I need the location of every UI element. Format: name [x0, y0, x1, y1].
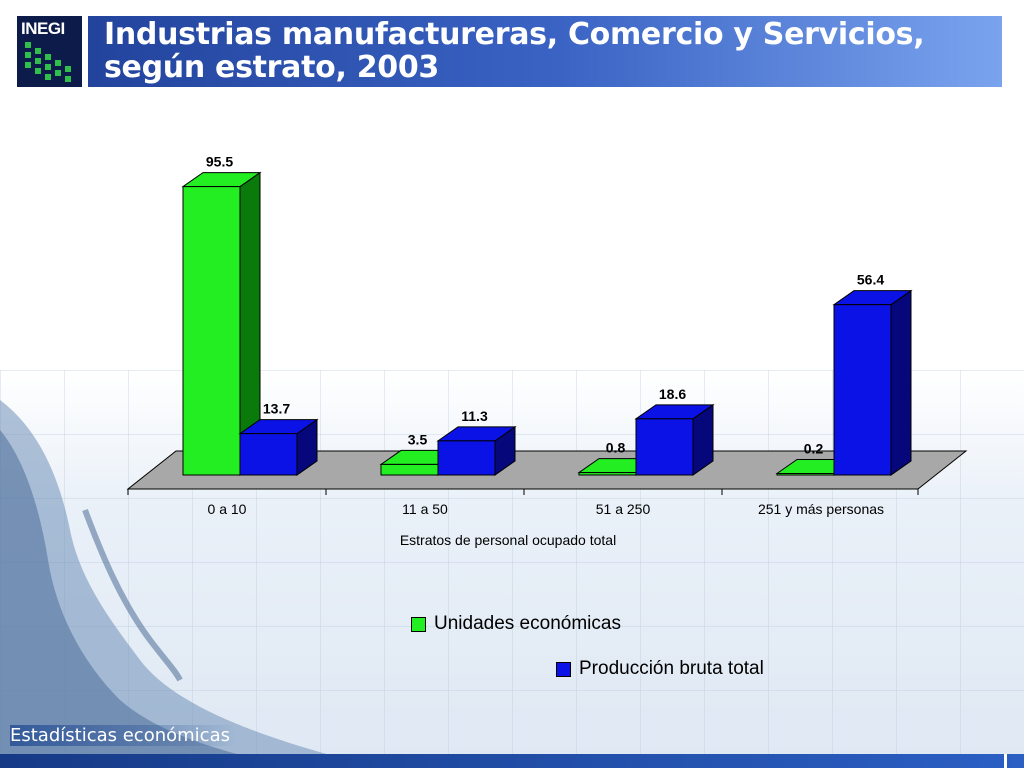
bar-blue-0-front [239, 433, 298, 476]
bar-green-3-front [776, 473, 835, 476]
bar-blue-0 [238, 418, 319, 476]
bar-blue-2 [634, 403, 715, 476]
data-label-green: 0.8 [606, 440, 626, 456]
data-label-green: 95.5 [206, 154, 233, 170]
x-tick-label: 251 y más personas [758, 501, 884, 517]
x-axis-title: Estratos de personal ocupado total [400, 532, 616, 548]
bar-chart: 95.5 13.7 0 a 10 3.5 11.3 11 a 50 0.8 18.6 51 a … [126, 154, 968, 548]
bar-blue-3-front [833, 304, 892, 476]
data-label-blue: 18.6 [659, 386, 686, 402]
inegi-logo: INEGI [17, 16, 88, 87]
bar-blue-1-front [437, 440, 496, 476]
data-label-green: 3.5 [408, 431, 428, 447]
bar-green-0 [181, 171, 262, 476]
background-coastline [0, 400, 420, 768]
legend-label-green: Unidades económicas [434, 613, 621, 634]
bar-green-1-front [380, 463, 439, 476]
data-label-blue: 13.7 [263, 401, 290, 417]
bar-green-0-front [182, 186, 241, 476]
footer-tick [1004, 754, 1007, 768]
x-tick-label: 0 a 10 [208, 501, 247, 517]
bar-blue-1 [436, 425, 517, 476]
chart-labels-layer: 95.5 13.7 0 a 10 3.5 11.3 11 a 50 0.8 18.6 51 a … [206, 154, 884, 517]
data-label-green: 0.2 [804, 441, 824, 457]
logo-grid-icon [25, 42, 71, 82]
legend-label-blue: Producción bruta total [579, 658, 764, 679]
legend-item-blue: Producción bruta total [556, 658, 764, 680]
x-tick-label: 11 a 50 [402, 501, 448, 517]
footer-bar [0, 754, 1024, 768]
legend-swatch-green [411, 616, 426, 632]
chart-floor-layer [126, 450, 968, 495]
page-title: Industrias manufactureras, Comercio y Se… [104, 18, 994, 84]
bar-blue-3-side [890, 289, 912, 476]
bar-blue-2-front [635, 418, 694, 476]
header-banner [17, 16, 1002, 87]
title-line-1: Industrias manufactureras, Comercio y Se… [104, 17, 925, 52]
x-tick-label: 51 a 250 [596, 501, 651, 517]
footer-label: Estadísticas económicas [10, 725, 236, 746]
bar-blue-3 [832, 289, 913, 476]
legend-item-green: Unidades económicas [411, 613, 621, 635]
title-line-2: según estrato, 2003 [104, 50, 440, 85]
data-label-blue: 56.4 [857, 272, 884, 288]
chart-bars-layer [181, 171, 913, 476]
logo-text: INEGI [21, 19, 65, 38]
legend-swatch-blue [556, 661, 571, 677]
data-label-blue: 11.3 [461, 408, 488, 424]
bar-green-2-front [578, 472, 637, 476]
